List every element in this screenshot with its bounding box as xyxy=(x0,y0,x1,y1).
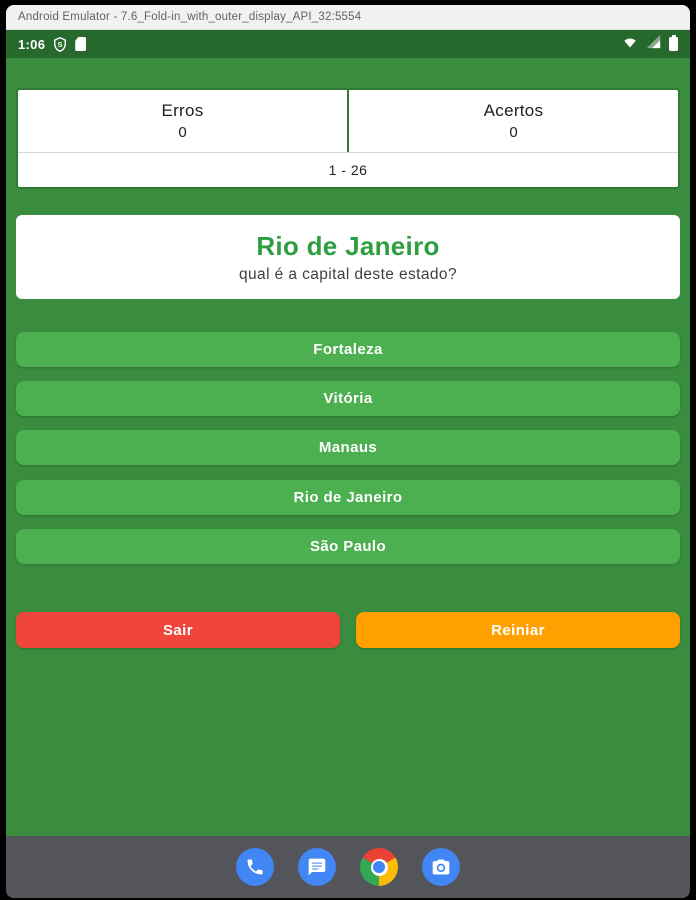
clock: 1:06 xyxy=(18,36,46,52)
wifi-icon xyxy=(622,35,638,53)
status-bar: 1:06 S xyxy=(6,30,690,58)
window-titlebar[interactable]: Android Emulator - 7.6_Fold-in_with_oute… xyxy=(6,5,690,30)
score-divider xyxy=(18,152,678,153)
errors-value: 0 xyxy=(178,124,187,141)
exit-button[interactable]: Sair xyxy=(16,612,340,648)
correct-value: 0 xyxy=(509,124,518,141)
answer-button-manaus[interactable]: Manaus xyxy=(16,430,680,465)
errors-label: Erros xyxy=(161,101,204,120)
cell-signal-icon xyxy=(646,34,661,54)
question-state-name: Rio de Janeiro xyxy=(256,230,440,261)
phone-app-icon[interactable] xyxy=(236,848,274,886)
emulator-window: Android Emulator - 7.6_Fold-in_with_oute… xyxy=(6,5,690,898)
window-title: Android Emulator - 7.6_Fold-in_with_oute… xyxy=(18,11,362,23)
progress-range: 1 - 26 xyxy=(328,162,368,178)
errors-cell: Erros 0 xyxy=(18,90,347,152)
status-left: 1:06 S xyxy=(18,36,87,52)
battery-icon xyxy=(669,35,678,51)
correct-cell: Acertos 0 xyxy=(347,90,678,152)
question-prompt: qual é a capital deste estado? xyxy=(239,265,457,283)
svg-text:S: S xyxy=(58,39,63,48)
messages-app-icon[interactable] xyxy=(298,848,336,886)
correct-label: Acertos xyxy=(483,101,544,120)
shield-s-icon: S xyxy=(53,36,67,52)
answer-button-vitoria[interactable]: Vitória xyxy=(16,381,680,416)
scoreboard-card: Erros 0 Acertos 0 1 - 26 xyxy=(16,88,680,189)
answer-button-rio-de-janeiro[interactable]: Rio de Janeiro xyxy=(16,480,680,515)
score-row: Erros 0 Acertos 0 xyxy=(18,90,678,152)
restart-button[interactable]: Reiniar xyxy=(356,612,680,648)
sim-card-icon xyxy=(75,37,87,51)
chrome-app-icon[interactable] xyxy=(360,848,398,886)
status-right xyxy=(622,34,678,54)
question-card: Rio de Janeiro qual é a capital deste es… xyxy=(16,215,680,299)
camera-app-icon[interactable] xyxy=(422,848,460,886)
answer-button-sao-paulo[interactable]: São Paulo xyxy=(16,529,680,564)
quiz-screen: Erros 0 Acertos 0 1 - 26 Rio de Janeiro … xyxy=(6,58,690,836)
taskbar xyxy=(6,836,690,898)
answer-button-fortaleza[interactable]: Fortaleza xyxy=(16,332,680,367)
